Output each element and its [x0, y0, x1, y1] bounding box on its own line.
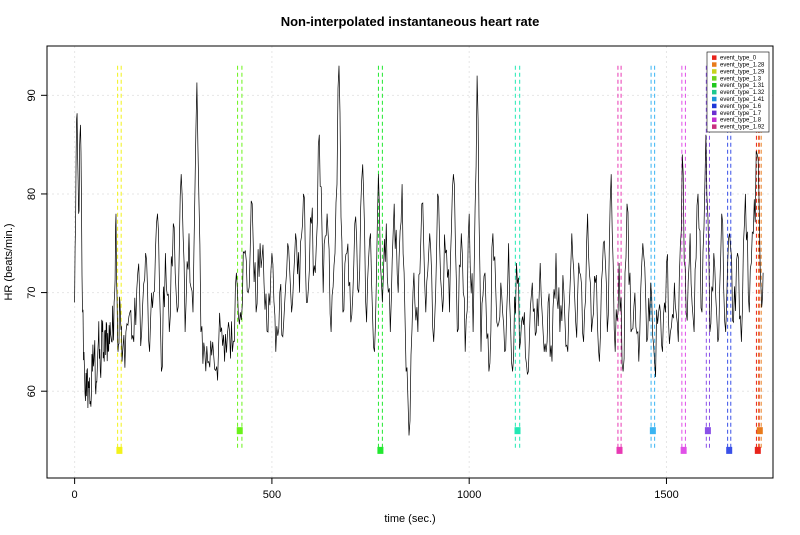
event-marker: [616, 446, 623, 454]
legend-label: event_type_1.3: [720, 76, 762, 82]
legend-label: event_type_1.32: [720, 90, 765, 96]
x-tick-label: 500: [263, 489, 281, 501]
legend-swatch: [712, 76, 717, 81]
event-markers: [116, 427, 763, 454]
event-marker: [756, 427, 763, 435]
event-marker: [116, 446, 123, 454]
legend-label: event_type_1.28: [720, 63, 765, 69]
legend: event_type_0event_type_1.28event_type_1.…: [706, 51, 770, 133]
event-lines: [117, 65, 762, 451]
y-tick-label: 60: [26, 385, 38, 397]
legend-label: event_type_1.6: [720, 104, 762, 110]
legend-swatch: [712, 124, 717, 129]
chart-title: Non-interpolated instantaneous heart rat…: [281, 14, 540, 29]
event-marker: [680, 446, 687, 454]
legend-label: event_type_0: [720, 56, 757, 62]
hr-line: [74, 65, 764, 436]
x-axis-label: time (sec.): [384, 513, 435, 525]
y-axis: 60 70 80 90: [26, 89, 47, 397]
legend-swatch: [712, 62, 717, 67]
legend-swatch: [712, 103, 717, 109]
hr-series: [74, 65, 764, 436]
x-tick-label: 1000: [457, 489, 481, 501]
legend-swatch: [712, 96, 717, 102]
event-marker: [649, 427, 656, 435]
event-marker: [726, 446, 733, 454]
legend-label: event_type_1.92: [720, 125, 765, 131]
event-marker: [754, 446, 761, 454]
y-tick-label: 80: [26, 188, 38, 200]
y-tick-label: 90: [26, 89, 38, 101]
y-axis-label: HR (beats/min.): [3, 223, 15, 300]
legend-box: [706, 51, 770, 133]
legend-swatch: [712, 83, 717, 88]
legend-label: event_type_1.7: [720, 111, 762, 117]
legend-label: event_type_1.41: [720, 97, 765, 103]
legend-swatch: [712, 89, 717, 95]
event-marker: [377, 446, 384, 454]
legend-swatch: [712, 69, 717, 74]
event-marker: [704, 427, 711, 435]
x-tick-label: 0: [72, 489, 78, 501]
legend-swatch: [712, 110, 717, 116]
legend-label: event_type_1.8: [720, 118, 762, 124]
x-tick-label: 1500: [654, 489, 678, 501]
legend-label: event_type_1.29: [720, 69, 765, 75]
x-axis: 0 500 1000 1500: [72, 477, 679, 501]
legend-swatch: [712, 55, 717, 60]
legend-label: event_type_1.31: [720, 83, 765, 89]
event-marker: [236, 427, 243, 435]
event-marker: [514, 427, 521, 435]
legend-swatch: [712, 117, 717, 122]
y-tick-label: 70: [26, 286, 38, 298]
grid: [47, 46, 773, 478]
